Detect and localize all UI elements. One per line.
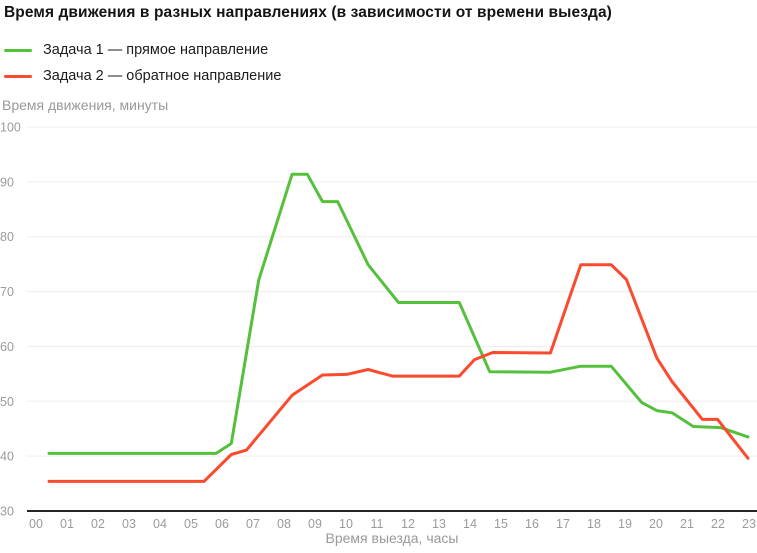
- y-tick-label: 90: [0, 175, 14, 189]
- x-tick-label: 18: [587, 517, 601, 531]
- x-axis-title: Время выезда, часы: [325, 530, 459, 546]
- y-tick-label: 30: [0, 504, 14, 518]
- x-tick-label: 22: [711, 517, 725, 531]
- y-axis-title: Время движения, минуты: [2, 97, 169, 113]
- x-tick-label: 16: [525, 517, 539, 531]
- x-tick-label: 20: [649, 517, 663, 531]
- x-tick-label: 09: [308, 517, 322, 531]
- legend-line-swatch: [4, 74, 32, 78]
- x-tick-label: 15: [494, 517, 508, 531]
- x-tick-label: 11: [371, 517, 384, 531]
- y-tick-label: 100: [0, 121, 21, 135]
- x-tick-label: 06: [215, 517, 229, 531]
- x-tick-label: 04: [153, 517, 167, 531]
- y-tick-label: 60: [0, 340, 14, 354]
- series-line-1: [47, 172, 750, 455]
- legend-item-label: Задача 2 — обратное направление: [43, 68, 282, 84]
- x-tick-label: 21: [680, 517, 694, 531]
- legend-item-1: Задача 1 — прямое направление: [4, 37, 281, 63]
- x-tick-label: 13: [432, 517, 446, 531]
- x-tick-label: 05: [184, 517, 198, 531]
- chart-title: Время движения в разных направлениях (в …: [4, 4, 612, 21]
- legend-item-label: Задача 1 — прямое направление: [43, 42, 269, 58]
- y-tick-label: 70: [0, 285, 14, 299]
- x-tick-label: 08: [277, 517, 291, 531]
- x-tick-label: 17: [556, 517, 570, 531]
- legend-item-2: Задача 2 — обратное направление: [4, 63, 281, 89]
- x-tick-label: 12: [401, 517, 415, 531]
- x-tick-label: 14: [463, 517, 477, 531]
- x-tick-label: 10: [339, 517, 353, 531]
- y-tick-label: 50: [0, 395, 14, 409]
- series-line-2: [47, 263, 750, 483]
- x-tick-label: 03: [122, 517, 136, 531]
- x-tick-label: 00: [29, 517, 43, 531]
- x-tick-label: 01: [60, 517, 74, 531]
- x-tick-label: 02: [91, 517, 105, 531]
- y-tick-label: 40: [0, 450, 14, 464]
- legend: Задача 1 — прямое направление Задача 2 — …: [4, 37, 281, 89]
- legend-line-swatch: [4, 48, 32, 52]
- x-tick-label: 23: [742, 517, 756, 531]
- x-tick-label: 19: [618, 517, 632, 531]
- y-tick-label: 80: [0, 230, 14, 244]
- x-tick-label: 07: [246, 517, 260, 531]
